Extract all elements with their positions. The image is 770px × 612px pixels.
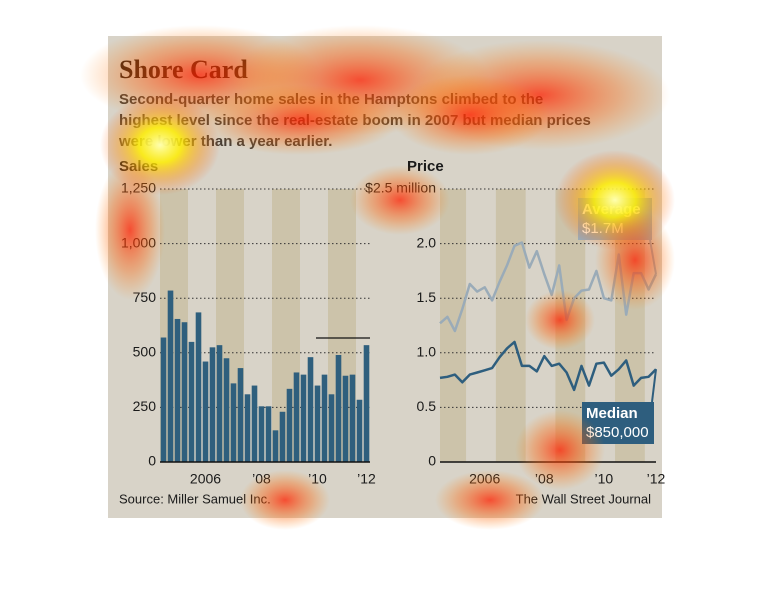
axis-title: Sales — [119, 158, 158, 175]
y-tick-label: 250 — [133, 398, 157, 414]
y-tick-label: 0.5 — [417, 398, 437, 414]
x-tick-label: ’08 — [535, 471, 554, 487]
subtitle: Second-quarter home sales in the Hampton… — [119, 91, 543, 108]
legend-label: Average — [582, 201, 641, 218]
bar — [167, 290, 174, 462]
bar — [251, 385, 258, 462]
bar — [160, 337, 167, 462]
annotation: $1.7M — [582, 220, 624, 237]
y-tick-label: 750 — [133, 289, 157, 305]
bar — [237, 368, 244, 462]
y-tick-label: 1.0 — [417, 344, 437, 360]
bar — [300, 374, 307, 462]
bar — [321, 374, 328, 462]
y-tick-label: 500 — [133, 344, 157, 360]
y-tick-label: 1,000 — [121, 234, 156, 250]
y-tick-label: $2.5 million — [365, 180, 436, 196]
y-tick-label: 1,250 — [121, 180, 156, 196]
y-tick-label: 0 — [428, 453, 436, 469]
bar — [216, 345, 223, 462]
bar — [265, 406, 272, 462]
bar — [181, 322, 188, 462]
source: Source: Miller Samuel Inc. — [119, 491, 271, 506]
bar — [202, 361, 209, 462]
legend-label: Median — [586, 405, 638, 422]
bar — [174, 318, 181, 462]
bar — [272, 430, 279, 462]
x-tick-label: ’12 — [647, 471, 666, 487]
bar — [293, 372, 300, 462]
axis-title: Price — [407, 158, 444, 175]
bar — [349, 374, 356, 462]
y-tick-label: 1.5 — [417, 289, 437, 305]
subtitle: highest level since the real-estate boom… — [119, 112, 591, 129]
x-tick-label: ’10 — [595, 471, 614, 487]
bar — [307, 357, 314, 462]
bar — [363, 345, 370, 462]
bar — [286, 388, 293, 462]
line — [439, 340, 657, 392]
bar — [279, 411, 286, 462]
credit: The Wall Street Journal — [516, 491, 651, 506]
x-tick-label: ’08 — [252, 471, 271, 487]
bar — [342, 375, 349, 462]
bar — [258, 406, 265, 462]
subtitle: were lower than a year earlier. — [118, 133, 332, 150]
title: Shore Card — [119, 55, 248, 84]
y-tick-label: 0 — [148, 453, 156, 469]
year-band — [495, 189, 526, 462]
bar — [356, 399, 363, 462]
bar — [244, 394, 251, 462]
bar — [195, 312, 202, 462]
x-tick-label: 2006 — [190, 471, 221, 487]
x-tick-label: ’12 — [357, 471, 376, 487]
bar — [209, 347, 216, 462]
bar — [314, 385, 321, 462]
bar — [223, 358, 230, 462]
x-tick-label: 2006 — [469, 471, 500, 487]
x-tick-label: ’10 — [308, 471, 327, 487]
bar — [328, 394, 335, 462]
annotation: $850,000 — [586, 424, 649, 441]
bar — [188, 341, 195, 462]
y-tick-label: 2.0 — [417, 234, 437, 250]
bar — [230, 383, 237, 462]
bar — [335, 354, 342, 462]
label-leader — [651, 369, 657, 403]
